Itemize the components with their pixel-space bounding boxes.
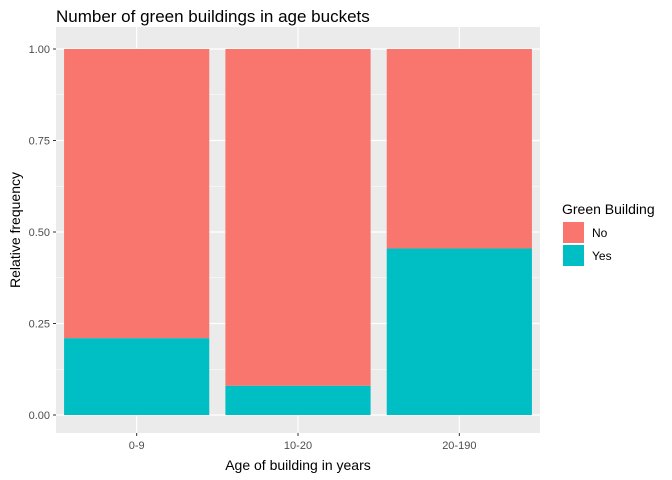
legend: Green Building No Yes (562, 201, 655, 266)
legend-label-yes: Yes (592, 249, 612, 263)
y-tick-label: 0.25 (29, 319, 50, 331)
x-tick-label: 0-9 (129, 440, 145, 452)
x-axis-title: Age of building in years (225, 457, 371, 473)
y-tick-label: 0.00 (29, 410, 50, 422)
bars (64, 49, 532, 415)
bar-no-0-9 (64, 49, 210, 339)
y-tick-label: 1.00 (29, 44, 50, 56)
legend-label-no: No (592, 226, 608, 240)
y-tick-label: 0.75 (29, 136, 50, 148)
x-axis-ticks: 0-9 10-20 20-190 (129, 433, 476, 452)
x-tick-label: 20-190 (442, 440, 476, 452)
legend-items: No Yes (563, 222, 612, 266)
y-tick-label: 0.50 (29, 227, 50, 239)
bar-yes-20-190 (386, 248, 532, 415)
bar-no-20-190 (386, 49, 532, 249)
bar-yes-10-20 (225, 385, 371, 415)
legend-title: Green Building (562, 201, 655, 217)
bar-yes-0-9 (64, 338, 210, 415)
y-axis-title: Relative frequency (7, 172, 23, 288)
legend-key-no (563, 222, 584, 243)
chart-title: Number of green buildings in age buckets (56, 7, 370, 26)
x-tick-label: 10-20 (284, 440, 312, 452)
legend-key-yes (563, 245, 584, 266)
y-axis-ticks: 0.00 0.25 0.50 0.75 1.00 (29, 44, 56, 422)
bar-no-10-20 (225, 49, 371, 386)
